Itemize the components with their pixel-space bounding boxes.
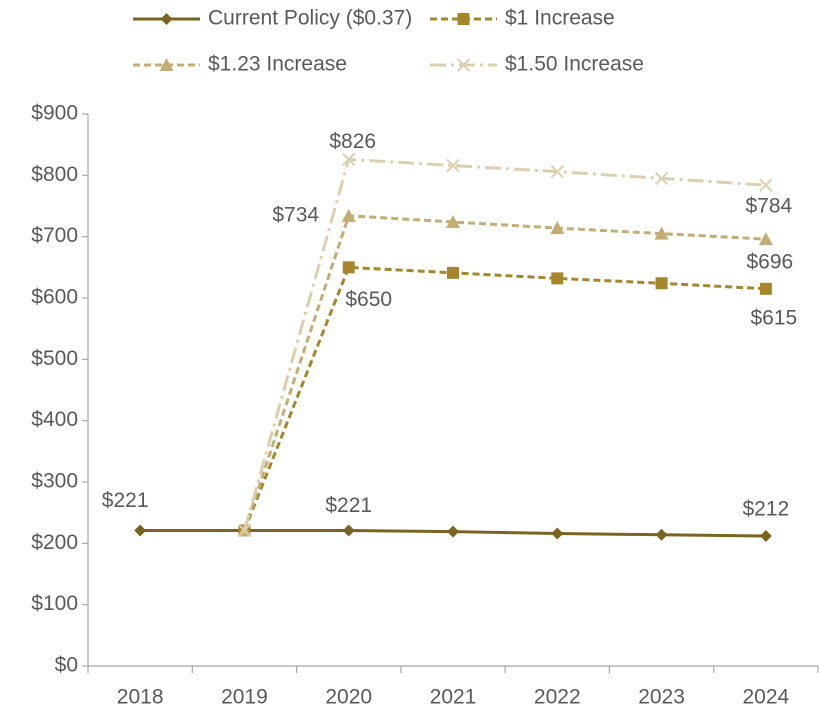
y-tick-label: $700: [31, 224, 78, 247]
marker: [654, 226, 669, 240]
marker: [341, 208, 356, 222]
y-tick-label: $800: [31, 163, 78, 186]
marker: [134, 524, 147, 537]
legend-label: $1.50 Increase: [505, 53, 644, 76]
legend-label: $1 Increase: [505, 7, 615, 30]
legend-label: Current Policy ($0.37): [208, 7, 412, 30]
marker: [551, 272, 564, 285]
marker: [447, 525, 459, 538]
legend-marker: [160, 13, 173, 25]
y-tick-label: $600: [31, 286, 78, 309]
data-label: $650: [345, 288, 392, 311]
y-tick-label: $900: [31, 102, 78, 125]
x-tick-label: 2018: [117, 686, 164, 709]
marker: [759, 529, 772, 542]
marker: [654, 171, 669, 186]
series-line: [242, 157, 766, 531]
data-label: $696: [746, 251, 793, 274]
marker: [551, 527, 564, 540]
data-label: $221: [325, 494, 372, 517]
y-tick-label: $400: [31, 408, 78, 431]
marker: [446, 158, 460, 173]
y-tick-label: $500: [31, 347, 78, 370]
x-tick-label: 2023: [638, 686, 685, 709]
legend-marker: [456, 58, 471, 72]
marker: [342, 524, 355, 537]
data-label: $784: [745, 195, 792, 218]
marker: [446, 214, 460, 228]
y-tick-label: $300: [31, 470, 78, 493]
series-line: [243, 265, 766, 532]
data-label: $734: [272, 203, 319, 226]
marker: [237, 523, 252, 538]
legend-marker: [159, 58, 174, 71]
x-tick-label: 2020: [325, 686, 372, 709]
series-line: [243, 214, 766, 531]
marker: [550, 164, 564, 179]
marker: [759, 282, 772, 295]
marker: [758, 232, 773, 246]
data-label: $221: [102, 489, 149, 512]
y-tick-label: $100: [31, 592, 78, 615]
y-tick-label: $200: [31, 531, 78, 554]
marker: [550, 221, 565, 235]
marker: [447, 266, 459, 279]
marker: [342, 152, 356, 167]
legend-marker: [457, 13, 470, 25]
marker: [759, 178, 773, 192]
x-tick-label: 2024: [742, 686, 789, 709]
marker: [655, 277, 668, 290]
x-tick-label: 2019: [221, 686, 268, 709]
marker: [655, 528, 668, 541]
x-tick-label: 2022: [534, 686, 581, 709]
data-label: $826: [329, 130, 376, 153]
marker: [342, 261, 355, 274]
data-label: $212: [742, 498, 789, 521]
x-tick-label: 2021: [430, 686, 477, 709]
data-label: $615: [750, 306, 797, 329]
y-tick-label: $0: [55, 654, 78, 677]
legend-label: $1.23 Increase: [208, 53, 347, 76]
